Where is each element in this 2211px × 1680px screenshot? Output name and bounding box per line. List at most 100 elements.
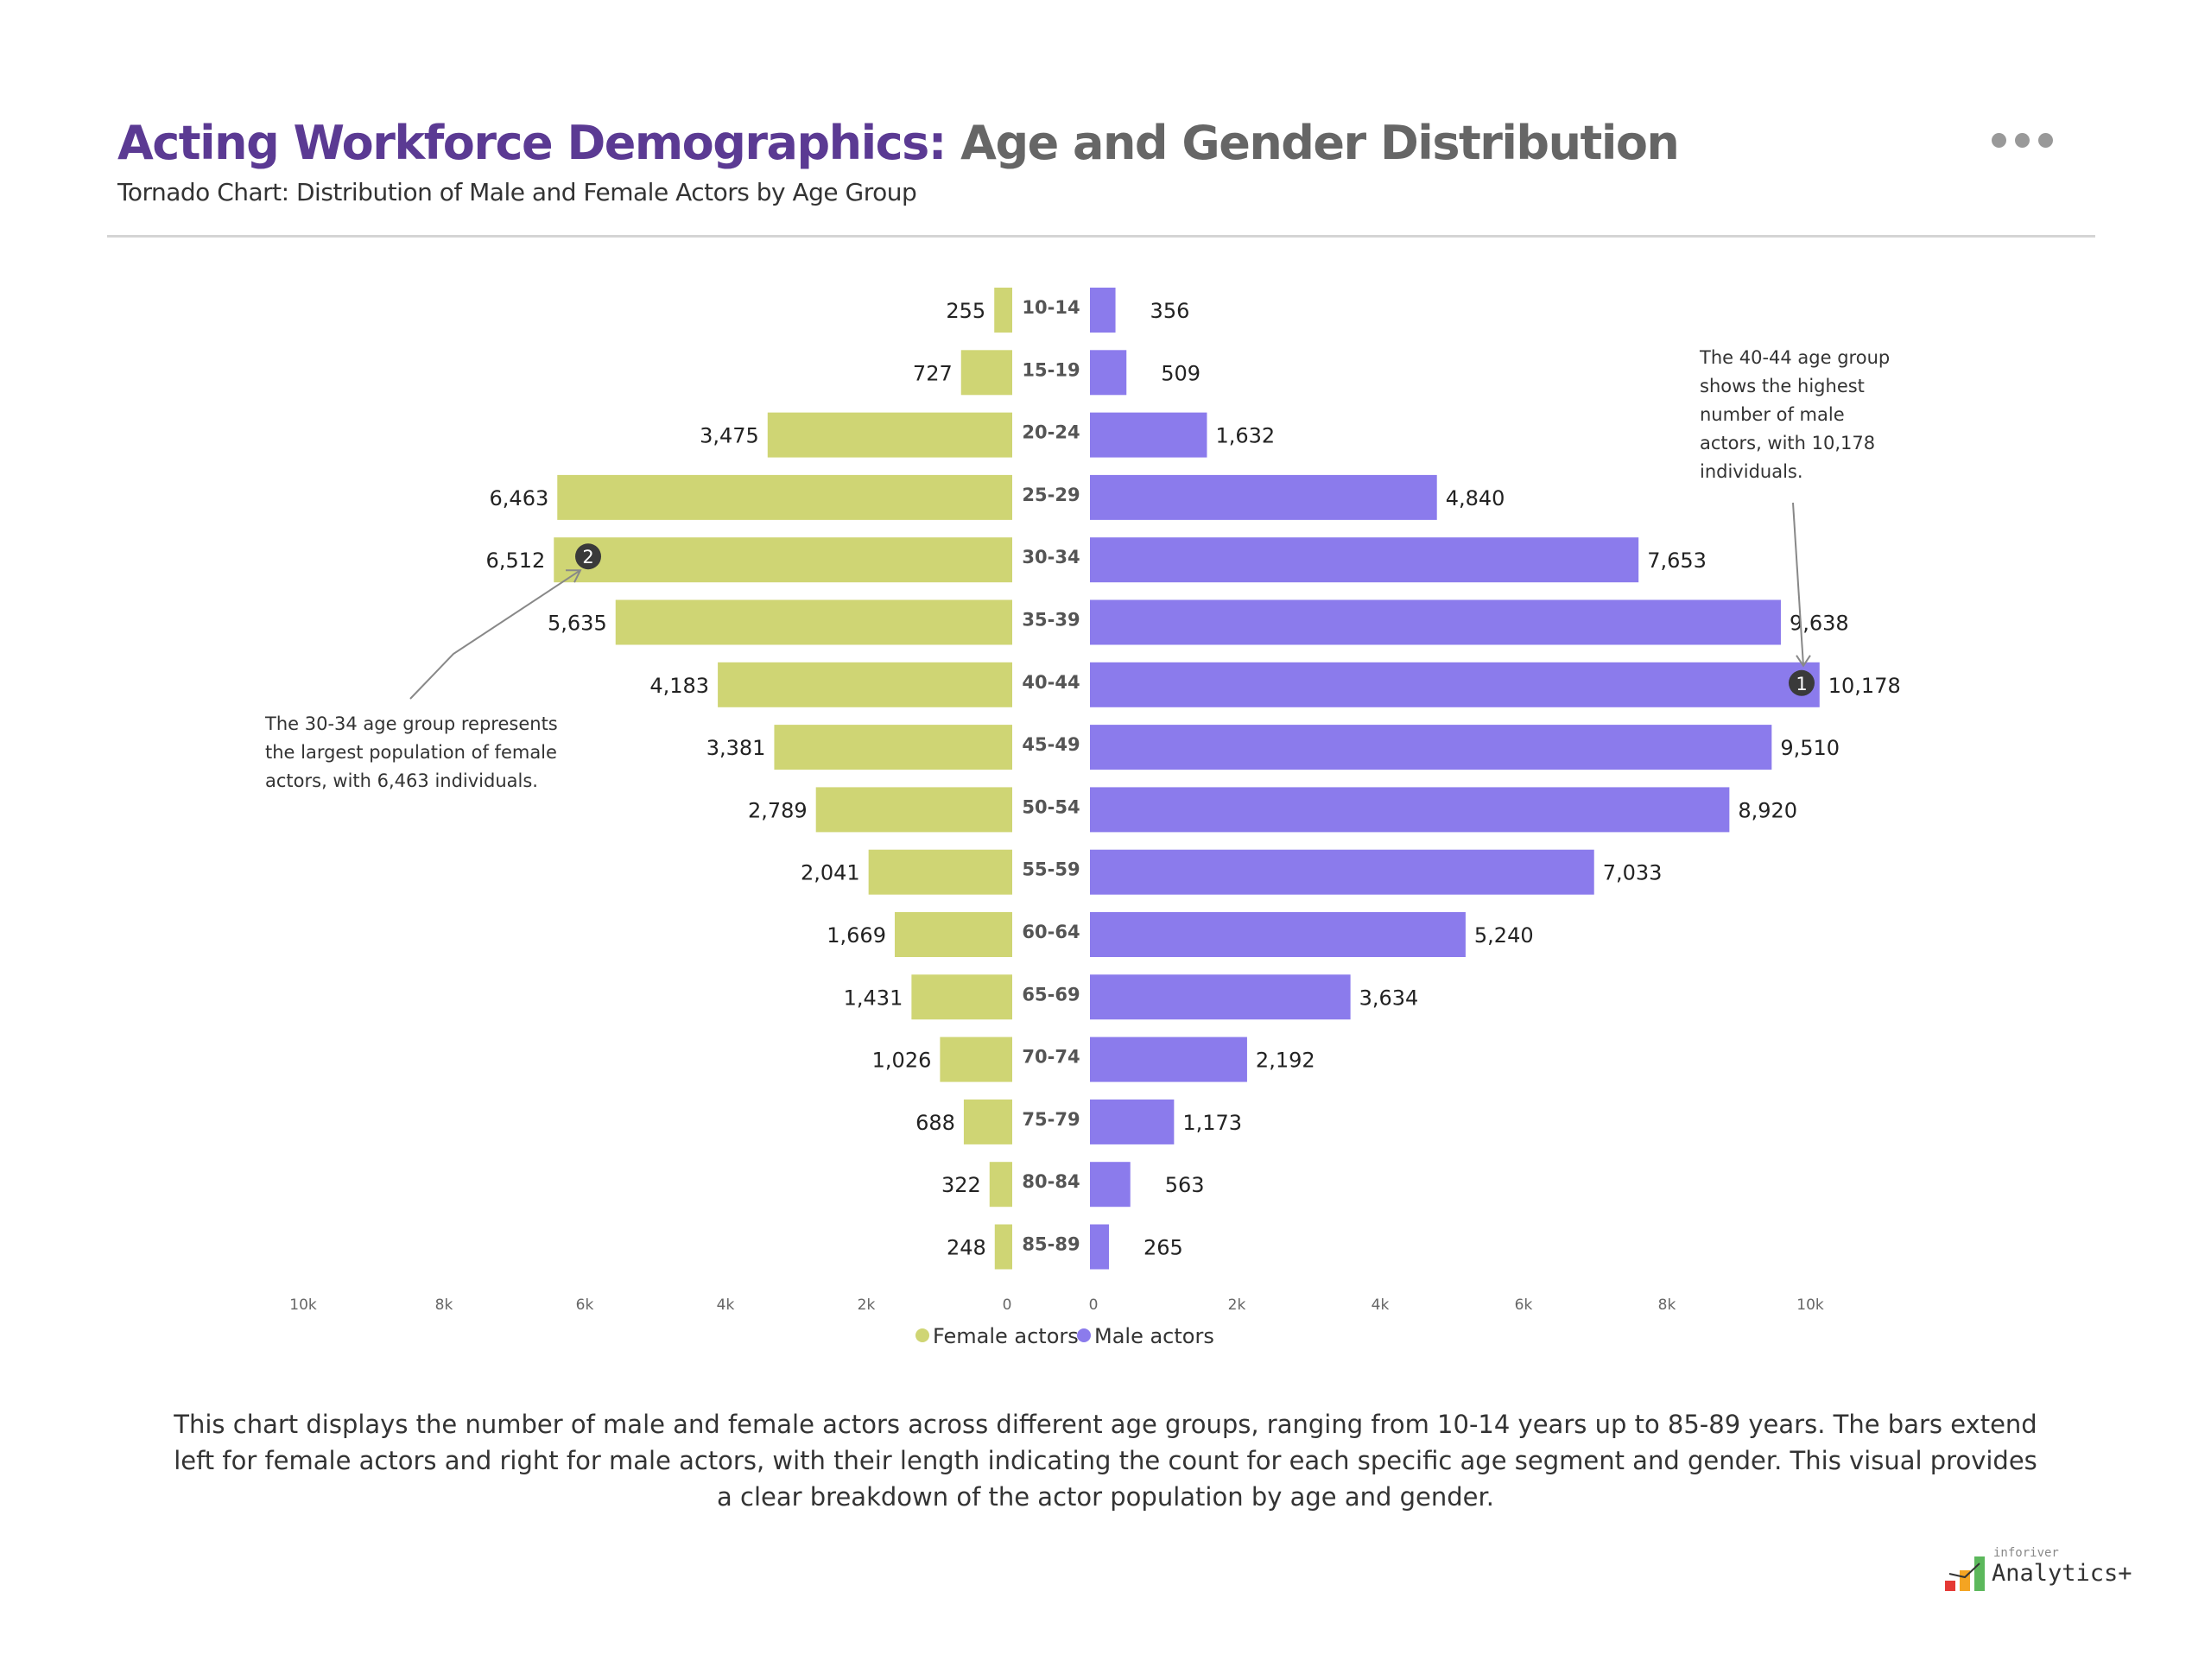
x-tick-left: 0 xyxy=(1003,1296,1012,1314)
female-value-label: 5,635 xyxy=(548,612,607,636)
male-bar-10-14 xyxy=(1090,288,1116,333)
male-bar-40-44 xyxy=(1090,662,1820,707)
age-group-label: 20-24 xyxy=(1022,422,1080,443)
age-group-label: 40-44 xyxy=(1022,672,1080,693)
female-value-label: 1,026 xyxy=(872,1049,932,1073)
more-options-icon[interactable] xyxy=(1992,133,2053,148)
male-value-label: 7,653 xyxy=(1647,548,1707,573)
x-tick-right: 2k xyxy=(1228,1296,1246,1314)
title-secondary: Age and Gender Distribution xyxy=(960,116,1680,170)
female-value-label: 1,431 xyxy=(844,986,903,1010)
female-value-label: 248 xyxy=(947,1236,986,1260)
male-value-label: 265 xyxy=(1144,1236,1183,1260)
male-bar-70-74 xyxy=(1090,1037,1247,1082)
female-bar-85-89 xyxy=(994,1224,1012,1270)
male-value-label: 1,632 xyxy=(1215,424,1275,448)
x-tick-right: 10k xyxy=(1796,1296,1824,1314)
x-tick-left: 2k xyxy=(858,1296,876,1314)
male-value-label: 1,173 xyxy=(1182,1111,1242,1135)
female-value-label: 3,475 xyxy=(700,424,759,448)
female-value-label: 2,041 xyxy=(801,861,860,885)
female-value-label: 6,463 xyxy=(490,486,549,510)
male-value-label: 563 xyxy=(1165,1173,1205,1197)
male-bar-30-34 xyxy=(1090,537,1639,583)
female-value-label: 6,512 xyxy=(486,548,546,573)
male-bar-75-79 xyxy=(1090,1099,1175,1144)
male-value-label: 9,638 xyxy=(1790,612,1849,636)
male-value-label: 10,178 xyxy=(1828,674,1901,698)
x-tick-right: 4k xyxy=(1372,1296,1390,1314)
male-value-label: 356 xyxy=(1150,299,1190,323)
female-value-label: 2,789 xyxy=(748,798,808,822)
female-bar-10-14 xyxy=(994,288,1012,333)
annotation-2-text: The 30-34 age group represents the large… xyxy=(265,713,558,791)
female-bar-80-84 xyxy=(989,1162,1012,1208)
age-group-label: 25-29 xyxy=(1022,485,1080,505)
age-group-label: 30-34 xyxy=(1022,547,1080,567)
age-group-label: 10-14 xyxy=(1022,297,1080,318)
female-value-label: 727 xyxy=(913,361,953,385)
x-tick-right: 8k xyxy=(1658,1296,1676,1314)
annotation-2-marker xyxy=(575,543,601,570)
age-group-label: 35-39 xyxy=(1022,610,1080,631)
female-bar-20-24 xyxy=(767,412,1012,458)
male-value-label: 3,634 xyxy=(1359,986,1419,1010)
x-tick-left: 8k xyxy=(435,1296,453,1314)
male-bar-60-64 xyxy=(1090,912,1466,957)
female-bar-25-29 xyxy=(557,474,1012,520)
male-value-label: 8,920 xyxy=(1738,798,1797,822)
male-value-label: 509 xyxy=(1161,361,1201,385)
annotation-1-text: The 40-44 age group shows the highest nu… xyxy=(1700,347,1891,482)
male-bar-55-59 xyxy=(1090,849,1594,895)
male-bar-80-84 xyxy=(1090,1162,1131,1208)
x-tick-left: 10k xyxy=(289,1296,317,1314)
female-value-label: 4,183 xyxy=(649,674,709,698)
female-value-label: 3,381 xyxy=(706,736,766,760)
inforiver-logo: inforiver Analytics+ xyxy=(1943,1546,2142,1598)
age-group-label: 15-19 xyxy=(1022,359,1080,380)
logo-small-text: inforiver xyxy=(1993,1546,2059,1560)
female-bar-50-54 xyxy=(815,787,1012,833)
age-group-label: 45-49 xyxy=(1022,734,1080,755)
annotation-1-leader xyxy=(1792,502,1804,666)
annotation-1-number: 1 xyxy=(1796,674,1807,694)
title-main: Acting Workforce Demographics: xyxy=(117,116,947,170)
male-bar-45-49 xyxy=(1090,725,1772,770)
female-bar-40-44 xyxy=(718,662,1012,707)
female-bar-70-74 xyxy=(940,1037,1012,1082)
age-group-label: 70-74 xyxy=(1022,1047,1080,1068)
male-value-label: 7,033 xyxy=(1603,861,1663,885)
annotation-2-leader xyxy=(409,569,581,700)
legend-female-label: Female actors xyxy=(933,1324,1079,1348)
annotation-1-arrowhead xyxy=(1796,655,1811,668)
age-group-label: 55-59 xyxy=(1022,859,1080,880)
male-bar-35-39 xyxy=(1090,599,1781,645)
age-group-label: 50-54 xyxy=(1022,796,1080,817)
chart-description: This chart displays the number of male a… xyxy=(174,1410,2037,1512)
x-tick-left: 6k xyxy=(576,1296,594,1314)
male-bar-85-89 xyxy=(1090,1224,1109,1270)
female-bar-30-34 xyxy=(554,537,1012,583)
legend-male-marker xyxy=(1077,1328,1091,1342)
female-bar-45-49 xyxy=(774,725,1012,770)
x-tick-right: 6k xyxy=(1515,1296,1533,1314)
female-value-label: 688 xyxy=(915,1111,955,1135)
page-subtitle: Tornado Chart: Distribution of Male and … xyxy=(117,178,917,206)
female-value-label: 1,669 xyxy=(827,923,886,948)
male-value-label: 9,510 xyxy=(1780,736,1840,760)
male-value-label: 5,240 xyxy=(1474,923,1534,948)
male-value-label: 4,840 xyxy=(1446,486,1505,510)
x-tick-right: 0 xyxy=(1089,1296,1099,1314)
page-title: Acting Workforce Demographics: Age and G… xyxy=(117,116,1680,170)
age-group-label: 65-69 xyxy=(1022,984,1080,1005)
female-bar-15-19 xyxy=(960,350,1012,396)
female-value-label: 322 xyxy=(941,1173,981,1197)
female-bar-65-69 xyxy=(911,974,1012,1020)
logo-big-text: Analytics+ xyxy=(1992,1560,2132,1587)
male-bar-65-69 xyxy=(1090,974,1351,1020)
legend-male-label: Male actors xyxy=(1094,1324,1214,1348)
annotation-2-number: 2 xyxy=(582,547,593,567)
female-value-label: 255 xyxy=(946,299,985,323)
female-bar-55-59 xyxy=(868,849,1012,895)
annotation-1-marker xyxy=(1789,669,1815,696)
